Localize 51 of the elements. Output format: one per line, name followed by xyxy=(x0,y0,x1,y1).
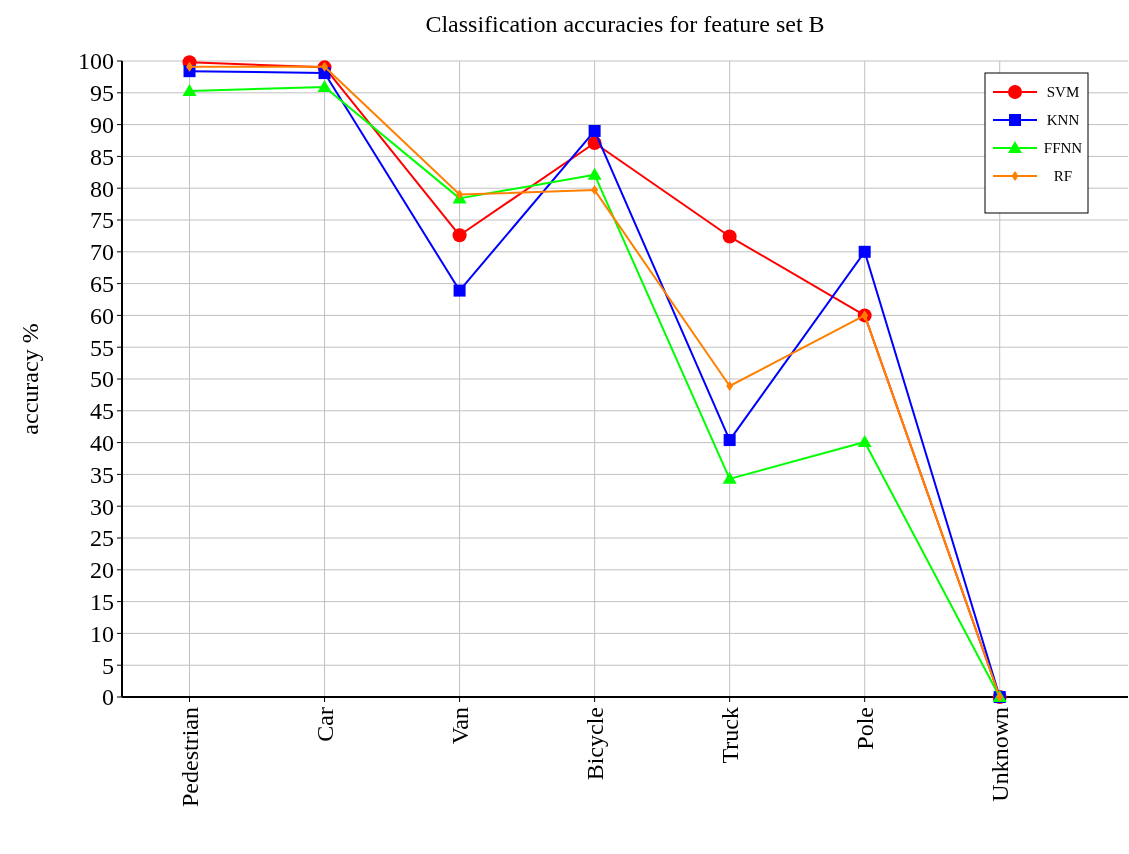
y-tick-label: 30 xyxy=(90,493,114,520)
y-tick-label: 0 xyxy=(102,684,114,711)
point xyxy=(726,381,734,391)
y-tick-label: 95 xyxy=(90,80,114,107)
x-tick-label: Car xyxy=(311,707,338,742)
point xyxy=(186,61,194,72)
y-tick-label: 75 xyxy=(90,207,114,234)
y-tick-label: 100 xyxy=(78,48,114,75)
y-tick-label: 10 xyxy=(90,620,114,647)
x-tick-label: Unknown xyxy=(987,707,1014,802)
y-tick-label: 45 xyxy=(90,398,114,425)
point xyxy=(861,310,869,321)
legend-label: RF xyxy=(1053,168,1073,185)
y-tick-label: 70 xyxy=(90,239,114,266)
x-tick-label: Truck xyxy=(717,707,744,764)
y-axis-title: accuracy % xyxy=(17,323,43,435)
y-tick-label: 35 xyxy=(90,461,114,488)
x-tick-label: Pedestrian xyxy=(176,707,203,807)
y-tick-label: 5 xyxy=(102,652,114,679)
point xyxy=(453,284,466,297)
legend-label: KNN xyxy=(1046,112,1080,129)
y-tick-label: 20 xyxy=(90,557,114,584)
y-tick-label: 25 xyxy=(90,525,114,552)
y-tick-label: 65 xyxy=(90,271,114,297)
point xyxy=(456,189,464,200)
x-tick-label: Van xyxy=(446,707,473,745)
point xyxy=(722,229,737,244)
point xyxy=(591,185,599,196)
x-tick-label: Bicycle xyxy=(582,707,609,781)
x-tick-label: Pole xyxy=(852,707,879,750)
y-tick-label: 50 xyxy=(90,366,114,393)
y-tick-label: 90 xyxy=(90,112,114,138)
chart-title: Classification accuracies for feature set B xyxy=(425,11,825,37)
point xyxy=(723,434,736,447)
point xyxy=(317,80,332,93)
y-tick-label: 60 xyxy=(90,302,114,329)
y-tick-label: 85 xyxy=(90,143,114,170)
point xyxy=(452,228,467,243)
y-tick-label: 15 xyxy=(90,589,114,615)
point xyxy=(722,471,737,484)
point xyxy=(182,83,197,96)
point xyxy=(857,434,872,447)
point xyxy=(321,61,329,72)
point xyxy=(588,124,601,137)
y-tick-label: 80 xyxy=(90,175,114,202)
point xyxy=(587,167,602,180)
legend-label: SVM xyxy=(1046,84,1080,101)
legend-label: FFNN xyxy=(1043,140,1083,157)
y-tick-label: 40 xyxy=(90,430,114,456)
point xyxy=(858,245,871,258)
y-tick-label: 55 xyxy=(90,334,114,361)
